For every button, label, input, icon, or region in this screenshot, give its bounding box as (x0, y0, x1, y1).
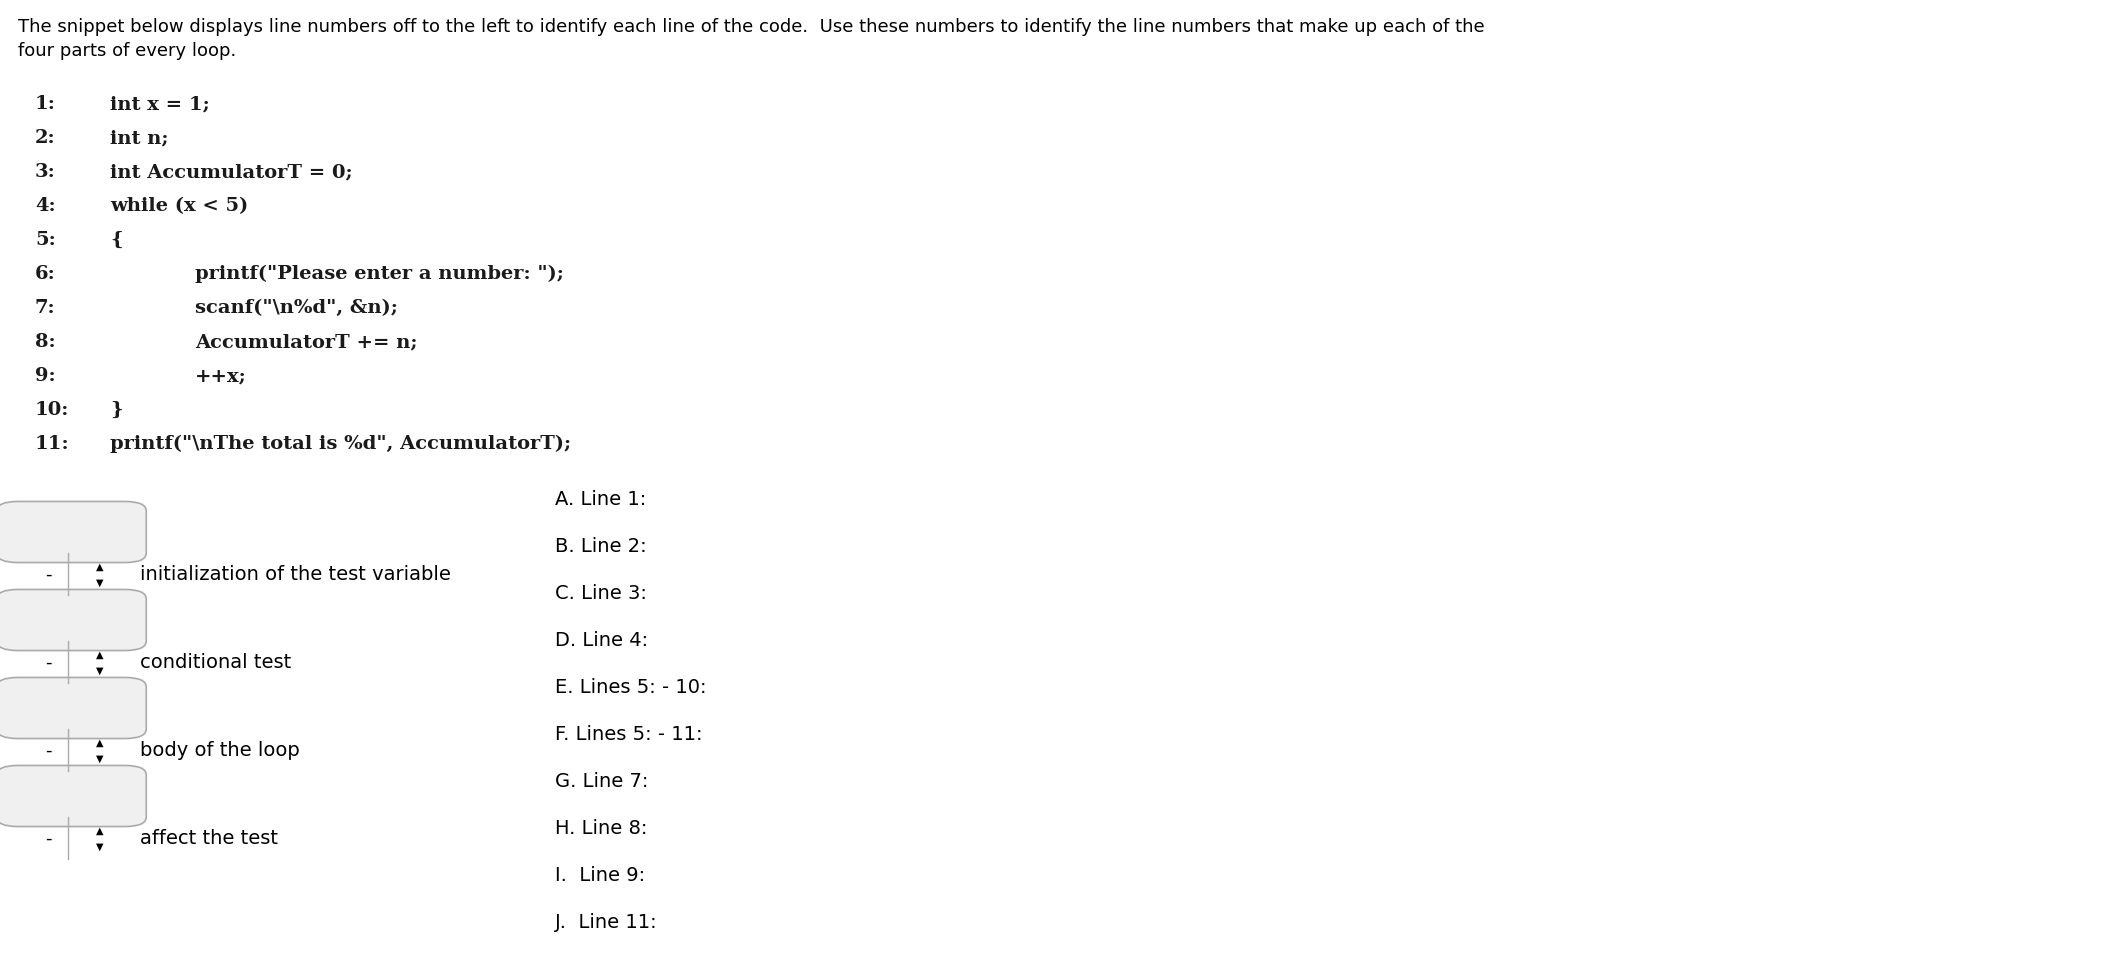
Text: ++x;: ++x; (195, 367, 246, 385)
Text: while (x < 5): while (x < 5) (110, 196, 249, 214)
Text: ▼: ▼ (96, 578, 104, 587)
Text: printf("Please enter a number: ");: printf("Please enter a number: "); (195, 265, 563, 283)
Text: ▼: ▼ (96, 665, 104, 676)
Text: 9:: 9: (34, 367, 55, 385)
Text: int x = 1;: int x = 1; (110, 95, 210, 112)
Text: conditional test: conditional test (140, 653, 291, 672)
Text: ▲: ▲ (96, 738, 104, 747)
Text: A. Line 1:: A. Line 1: (554, 490, 646, 509)
Text: 5:: 5: (34, 231, 55, 249)
Text: H. Line 8:: H. Line 8: (554, 818, 648, 837)
Text: ▲: ▲ (96, 561, 104, 572)
FancyBboxPatch shape (0, 590, 147, 651)
Text: 4:: 4: (34, 196, 55, 214)
Text: 6:: 6: (34, 265, 55, 283)
Text: 1:: 1: (34, 95, 55, 112)
Text: -: - (45, 741, 51, 760)
Text: ▲: ▲ (96, 649, 104, 659)
Text: ▲: ▲ (96, 825, 104, 835)
Text: }: } (110, 400, 123, 418)
Text: initialization of the test variable: initialization of the test variable (140, 565, 450, 584)
Text: printf("\nThe total is %d", AccumulatorT);: printf("\nThe total is %d", AccumulatorT… (110, 435, 571, 453)
Text: 3:: 3: (34, 163, 55, 181)
Text: 7:: 7: (34, 298, 55, 316)
FancyBboxPatch shape (0, 502, 147, 563)
Text: 8:: 8: (34, 333, 55, 351)
Text: I.  Line 9:: I. Line 9: (554, 865, 646, 884)
Text: 10:: 10: (34, 400, 70, 418)
Text: J.  Line 11:: J. Line 11: (554, 912, 658, 931)
Text: -: - (45, 565, 51, 583)
Text: C. Line 3:: C. Line 3: (554, 583, 648, 602)
Text: E. Lines 5: - 10:: E. Lines 5: - 10: (554, 678, 707, 697)
Text: scanf("\n%d", &n);: scanf("\n%d", &n); (195, 298, 397, 316)
Text: ▼: ▼ (96, 841, 104, 851)
Text: int n;: int n; (110, 129, 168, 147)
Text: AccumulatorT += n;: AccumulatorT += n; (195, 333, 418, 351)
Text: The snippet below displays line numbers off to the left to identify each line of: The snippet below displays line numbers … (17, 18, 1485, 59)
Text: B. Line 2:: B. Line 2: (554, 537, 646, 556)
FancyBboxPatch shape (0, 765, 147, 826)
Text: D. Line 4:: D. Line 4: (554, 630, 648, 649)
Text: 11:: 11: (34, 435, 70, 453)
Text: affect the test: affect the test (140, 828, 278, 847)
Text: int AccumulatorT = 0;: int AccumulatorT = 0; (110, 163, 353, 181)
Text: body of the loop: body of the loop (140, 740, 299, 760)
Text: G. Line 7:: G. Line 7: (554, 771, 648, 790)
Text: 2:: 2: (34, 129, 55, 147)
Text: -: - (45, 654, 51, 671)
Text: -: - (45, 829, 51, 847)
Text: F. Lines 5: - 11:: F. Lines 5: - 11: (554, 724, 703, 743)
Text: {: { (110, 231, 123, 249)
FancyBboxPatch shape (0, 678, 147, 739)
Text: ▼: ▼ (96, 753, 104, 763)
